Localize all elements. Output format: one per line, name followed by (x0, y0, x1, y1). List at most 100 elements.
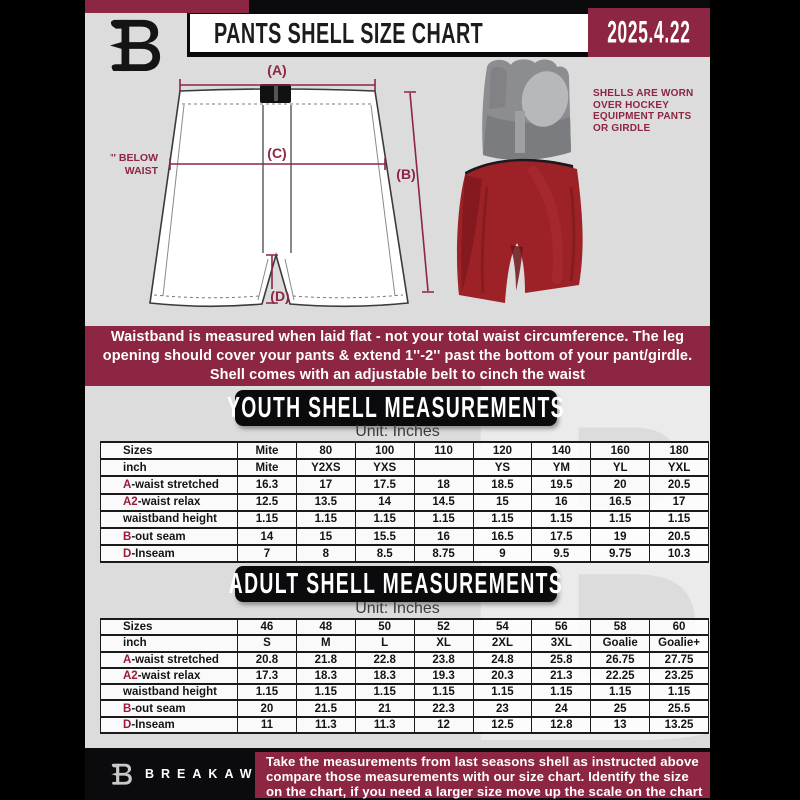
table-cell: 27.75 (649, 652, 708, 667)
table-cell: 60 (649, 620, 708, 635)
table-cell: 8.75 (413, 546, 473, 562)
table-cell: YXL (649, 460, 708, 476)
table-cell: 23.8 (413, 652, 473, 667)
table-cell: 20.3 (472, 668, 532, 684)
table-cell: 21.3 (531, 668, 591, 684)
table-cell: 1.15 (295, 511, 355, 527)
table-cell: 25.5 (649, 701, 708, 716)
table-cell: 1.15 (649, 685, 708, 700)
table-cell: 1.15 (413, 511, 473, 527)
text-line: compare those measurements with our size… (266, 769, 689, 784)
table-cell: 24.8 (472, 652, 532, 667)
youth-section-banner: YOUTH SHELL MEASUREMENTS (227, 390, 564, 426)
table-cell (413, 460, 473, 476)
row-label: inch (101, 636, 237, 651)
table-cell: 13 (590, 717, 650, 733)
row-label: D -Inseam (101, 546, 237, 562)
table-cell: 140 (531, 443, 591, 459)
table-cell: 22.3 (413, 701, 473, 716)
table-cell: 50 (354, 620, 414, 635)
row-label-text: inch (123, 461, 147, 474)
table-row: D -Inseam 11 11.3 11.3 12 12.5 12.8 13 13.25 (101, 715, 708, 733)
row-label: inch (101, 460, 237, 476)
row-label-text: Sizes (123, 621, 153, 634)
table-cell: 16 (413, 528, 473, 545)
table-cell: L (354, 636, 414, 651)
table-cell: 18.3 (295, 668, 355, 684)
table-cell: XL (413, 636, 473, 651)
adult-unit-label: Unit: Inches (355, 600, 440, 617)
dimension-b-label: (B) (396, 166, 415, 182)
table-row: A2 -waist relax 17.3 18.3 18.3 19.3 20.3 21.3 22… (101, 666, 708, 684)
table-cell: 19.3 (413, 668, 473, 684)
table-cell: 16 (531, 494, 591, 510)
brand-name: BREAKAWAY (145, 767, 289, 781)
table-cell: 8 (295, 546, 355, 562)
row-label-text: -out seam (131, 702, 186, 715)
row-label-text: Sizes (123, 444, 153, 457)
table-cell: 21 (354, 701, 414, 716)
table-cell: 7 (237, 546, 296, 562)
table-cell: 14 (237, 528, 296, 545)
table-cell: 1.15 (590, 511, 650, 527)
table-cell: 8.5 (354, 546, 414, 562)
breakaway-footer-logo-icon (111, 763, 132, 785)
row-label-prefix: B (123, 530, 132, 543)
table-row: inch Mite Y2XS YXS YS YM YL YXL (101, 458, 708, 476)
table-cell: 20.5 (649, 528, 708, 545)
text-line: Waistband is measured when laid flat - n… (110, 328, 685, 345)
table-cell: 16.5 (590, 494, 650, 510)
shorts-outline (149, 88, 409, 308)
table-cell: 10.3 (649, 546, 708, 562)
table-cell: 21.8 (295, 652, 355, 667)
table-cell: S (237, 636, 296, 651)
table-cell: 58 (590, 620, 650, 635)
table-cell: Goalie (590, 636, 650, 651)
dimension-d-label: (D) (270, 288, 289, 304)
text-line: OR GIRDLE (593, 122, 651, 134)
row-label: A -waist stretched (101, 652, 237, 667)
table-cell: 17 (649, 494, 708, 510)
table-cell: 1.15 (413, 685, 473, 700)
table-cell: 12.5 (472, 717, 532, 733)
table-cell: 23.25 (649, 668, 708, 684)
footer-instructions: Take the measurements from last seasons … (255, 752, 710, 799)
table-cell: 16.3 (237, 477, 296, 493)
table-cell: 1.15 (354, 685, 414, 700)
table-cell: 1.15 (472, 511, 532, 527)
table-cell: 24 (531, 701, 591, 716)
table-row: A -waist stretched 20.8 21.8 22.8 23.8 24.8 25.… (101, 650, 708, 667)
table-cell: YM (531, 460, 591, 476)
date-badge: 2025.4.22 (588, 8, 710, 57)
table-cell: 17.3 (237, 668, 296, 684)
table-cell: 18.3 (354, 668, 414, 684)
page-title: PANTS SHELL SIZE CHART (214, 16, 484, 49)
waist-note-line2: WAIST (125, 165, 159, 177)
date-text: 2025.4.22 (607, 13, 691, 50)
table-row: Sizes Mite 80 100 110 120 140 160 180 (101, 443, 708, 459)
row-label-prefix: A (123, 478, 132, 491)
table-cell: 1.15 (590, 685, 650, 700)
row-label: A2 -waist relax (101, 494, 237, 510)
row-label-text: -Inseam (131, 718, 175, 731)
table-row: B -out seam 20 21.5 21 22.3 23 24 25 25.5 (101, 699, 708, 716)
header-accent-strip (85, 0, 249, 13)
table-cell: 160 (590, 443, 650, 459)
table-cell: 56 (531, 620, 591, 635)
text-line: OVER HOCKEY (593, 99, 670, 111)
row-label: Sizes (101, 443, 237, 459)
text-line: Shell comes with an adjustable belt to c… (209, 366, 586, 383)
table-cell: 180 (649, 443, 708, 459)
row-label: B -out seam (101, 528, 237, 545)
row-label-prefix: B (123, 702, 132, 715)
table-cell: 2XL (472, 636, 532, 651)
youth-banner-text: YOUTH SHELL MEASUREMENTS (227, 390, 565, 424)
waist-note-line1: 7'' BELOW (110, 152, 158, 164)
table-cell: 21.5 (295, 701, 355, 716)
text-line: SHELLS ARE WORN (593, 88, 694, 99)
table-cell: Mite (237, 460, 296, 476)
dimension-c-label: (C) (267, 145, 286, 161)
table-cell: Goalie+ (649, 636, 708, 651)
table-cell: 80 (295, 443, 355, 459)
row-label: B -out seam (101, 701, 237, 716)
